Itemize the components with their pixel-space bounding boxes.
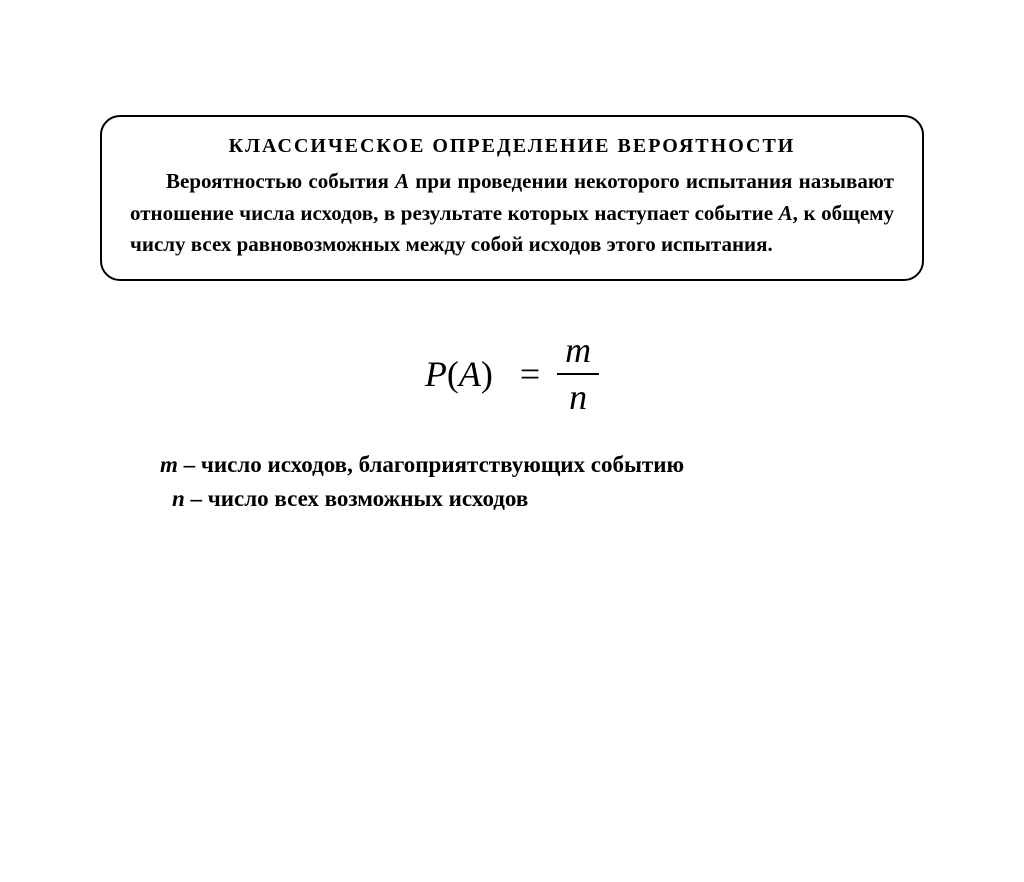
- formula-fraction: m n: [557, 331, 599, 418]
- legend-m-line: m – число исходов, благоприятствующих со…: [160, 448, 1024, 483]
- legend-n-var: n: [172, 486, 185, 511]
- formula-A: A: [459, 354, 481, 394]
- formula-close: ): [481, 354, 493, 394]
- legend-m-var: m: [160, 452, 178, 477]
- formula-lhs: P(A): [425, 353, 493, 395]
- definition-body: Вероятностью события A при проведении не…: [130, 166, 894, 261]
- formula-denominator: n: [557, 373, 599, 418]
- legend-m-text: – число исходов, благоприятствующих собы…: [178, 452, 684, 477]
- legend-n-line: n – число всех возможных исходов: [172, 482, 1024, 517]
- event-symbol-a2: A: [779, 201, 793, 225]
- body-pre: Вероятностью события: [166, 169, 395, 193]
- legend-n-text: – число всех возможных исходов: [185, 486, 528, 511]
- definition-box: КЛАССИЧЕСКОЕ ОПРЕДЕЛЕНИЕ ВЕРОЯТНОСТИ Вер…: [100, 115, 924, 281]
- formula-numerator: m: [557, 331, 599, 374]
- formula-P: P: [425, 354, 447, 394]
- formula-open: (: [447, 354, 459, 394]
- definition-title: КЛАССИЧЕСКОЕ ОПРЕДЕЛЕНИЕ ВЕРОЯТНОСТИ: [130, 135, 894, 158]
- event-symbol-a1: A: [395, 169, 409, 193]
- formula-eq: =: [520, 353, 540, 395]
- legend: m – число исходов, благоприятствующих со…: [160, 448, 1024, 517]
- probability-formula: P(A) = m n: [0, 331, 1024, 418]
